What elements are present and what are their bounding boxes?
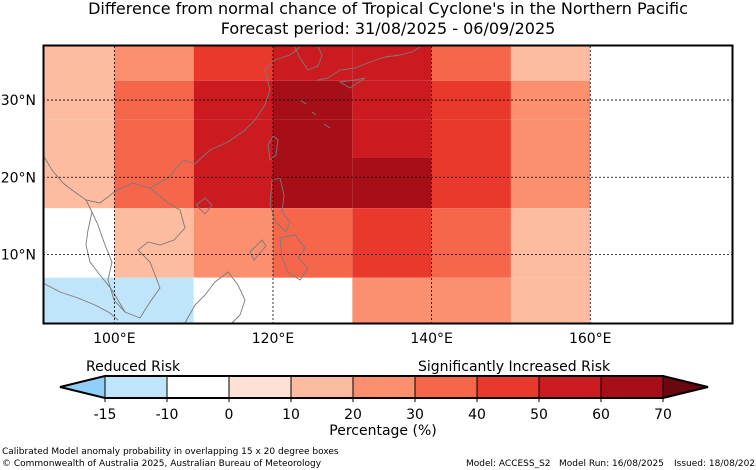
anomaly-cell-3 bbox=[273, 46, 353, 81]
coast-borneo bbox=[184, 271, 246, 324]
lon-tick-label-1: 120°E bbox=[252, 331, 295, 347]
map-axis-labels: 10°N 20°N 30°N 100°E 120°E 140°E 160°E bbox=[1, 93, 612, 347]
anomaly-cell-0 bbox=[43, 46, 115, 120]
issued-date: Issued: 18/08/2025 bbox=[674, 459, 756, 469]
anomaly-cell-17 bbox=[352, 119, 432, 158]
anomaly-cell-18 bbox=[352, 157, 432, 209]
colorbar-tick-label-3: 10 bbox=[282, 407, 300, 423]
colorbar-bin-0 bbox=[104, 375, 168, 399]
colorbar-bin-4 bbox=[352, 375, 416, 399]
colorbar-tick-label-6: 40 bbox=[468, 407, 486, 423]
anomaly-cell-21 bbox=[669, 80, 733, 278]
colorbar-bin-8 bbox=[600, 375, 664, 399]
colorbar-tick-label-4: 20 bbox=[344, 407, 362, 423]
colorbar-tick-label-1: -10 bbox=[156, 407, 179, 423]
lat-tick-label-2: 30°N bbox=[1, 93, 36, 109]
coast-japan-kyushu-honshu bbox=[317, 46, 421, 81]
map-frame bbox=[42, 44, 734, 325]
model-name: Model: ACCESS_S2 bbox=[466, 459, 551, 469]
coast-sumatra bbox=[42, 282, 119, 321]
anomaly-cell-7 bbox=[114, 80, 194, 120]
anomaly-cell-25 bbox=[352, 208, 432, 278]
colorbar-under-arrow bbox=[59, 375, 106, 399]
coastlines bbox=[42, 46, 421, 324]
colorbar-bin-5 bbox=[414, 375, 478, 399]
colorbar-tick-label-5: 30 bbox=[406, 407, 424, 423]
colorbar-tick-label-0: -15 bbox=[94, 407, 117, 423]
lat-tick-label-0: 10°N bbox=[1, 248, 36, 264]
colorbar-bin-7 bbox=[538, 375, 602, 399]
forecast-period: Forecast period: 31/08/2025 - 06/09/2025 bbox=[220, 19, 556, 38]
anomaly-cell-30 bbox=[352, 277, 511, 324]
anomaly-cell-12 bbox=[510, 80, 591, 120]
colorbar-bin-1 bbox=[166, 375, 230, 399]
anomaly-cell-16 bbox=[273, 119, 353, 209]
coast-indochina bbox=[85, 187, 186, 319]
anomaly-cell-31 bbox=[510, 277, 591, 324]
lon-tick-label-2: 140°E bbox=[410, 331, 453, 347]
reduced-risk-label: Reduced Risk bbox=[86, 359, 181, 375]
coast-malay-peninsula bbox=[85, 211, 126, 313]
anomaly-cell-13 bbox=[43, 119, 115, 209]
anomaly-cell-20 bbox=[510, 119, 591, 209]
coast-china-south bbox=[42, 46, 301, 204]
lat-tick-label-1: 20°N bbox=[1, 170, 36, 186]
colorbar-tick-label-7: 50 bbox=[530, 407, 548, 423]
colorbar: -15 -10 0 10 20 30 40 50 60 70 bbox=[59, 375, 709, 423]
anomaly-cell-15 bbox=[193, 119, 273, 209]
coast-visayas-mindanao bbox=[279, 234, 309, 281]
colorbar-bin-3 bbox=[290, 375, 354, 399]
anomaly-cell-19 bbox=[431, 119, 511, 209]
anomaly-cell-4 bbox=[352, 46, 432, 81]
colorbar-xlabel: Percentage (%) bbox=[329, 423, 436, 439]
anomaly-cell-2 bbox=[193, 46, 273, 81]
lon-tick-label-3: 160°E bbox=[569, 331, 612, 347]
coast-taiwan bbox=[267, 135, 279, 161]
coast-ryukyu bbox=[299, 99, 331, 129]
lon-tick-label-0: 100°E bbox=[93, 331, 136, 347]
model-run: Model Run: 16/08/2025 bbox=[559, 459, 664, 469]
colorbar-bin-6 bbox=[476, 375, 540, 399]
increased-risk-label: Significantly Increased Risk bbox=[418, 359, 611, 375]
coast-hainan bbox=[195, 197, 213, 215]
colorbar-over-arrow bbox=[662, 375, 709, 399]
coast-palawan bbox=[249, 239, 267, 261]
anomaly-cell-6 bbox=[510, 46, 591, 81]
colorbar-bin-2 bbox=[228, 375, 292, 399]
anomaly-cell-14 bbox=[114, 119, 194, 209]
map-title: Difference from normal chance of Tropica… bbox=[88, 0, 688, 18]
footnote: Calibrated Model anomaly probability in … bbox=[2, 447, 339, 457]
anomaly-cell-27 bbox=[510, 208, 591, 278]
copyright: © Commonwealth of Australia 2025, Austra… bbox=[2, 459, 322, 469]
colorbar-tick-label-9: 70 bbox=[654, 407, 672, 423]
anomaly-cell-1 bbox=[114, 46, 194, 81]
graticule bbox=[43, 46, 733, 324]
anomaly-cell-24 bbox=[273, 208, 353, 278]
colorbar-tick-label-8: 60 bbox=[592, 407, 610, 423]
anomaly-cell-23 bbox=[193, 208, 273, 278]
anomaly-cells bbox=[43, 46, 733, 324]
anomaly-cell-8 bbox=[193, 80, 273, 120]
coast-luzon bbox=[269, 177, 291, 233]
anomaly-cell-29 bbox=[193, 277, 273, 324]
anomaly-cell-5 bbox=[431, 46, 511, 81]
coast-korea bbox=[294, 46, 323, 71]
coast-japan-shikoku bbox=[338, 77, 366, 89]
anomaly-cell-22 bbox=[114, 208, 194, 278]
colorbar-tick-label-2: 0 bbox=[225, 407, 234, 423]
anomaly-cell-26 bbox=[431, 208, 511, 278]
